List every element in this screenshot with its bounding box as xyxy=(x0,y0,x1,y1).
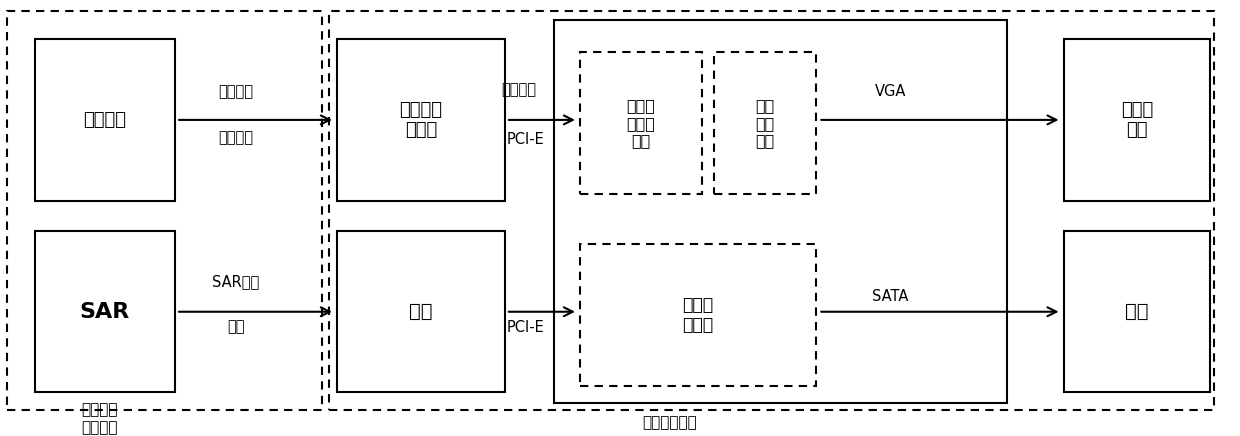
Text: 数字图像: 数字图像 xyxy=(501,82,536,97)
Bar xyxy=(580,52,702,194)
Bar xyxy=(329,11,1214,410)
Text: 网线: 网线 xyxy=(227,320,244,334)
Text: 综合显控装置: 综合显控装置 xyxy=(642,416,697,430)
Text: 液晶
显示
驱动: 液晶 显示 驱动 xyxy=(755,98,775,148)
Text: PCI-E: PCI-E xyxy=(507,132,544,147)
Bar xyxy=(35,39,175,201)
Text: PCI-E: PCI-E xyxy=(507,320,544,334)
Text: SAR图像: SAR图像 xyxy=(212,274,259,289)
Text: 液晶显
示屏: 液晶显 示屏 xyxy=(1121,101,1153,139)
Bar xyxy=(35,231,175,392)
Bar xyxy=(1064,231,1210,392)
Text: 模拟图像: 模拟图像 xyxy=(218,84,253,99)
Bar xyxy=(337,231,505,392)
Text: 网卡: 网卡 xyxy=(409,302,433,321)
Text: SAR: SAR xyxy=(79,302,130,322)
Text: 综合显
控软件: 综合显 控软件 xyxy=(682,296,714,334)
Text: 采集卡
驱动软
件包: 采集卡 驱动软 件包 xyxy=(626,98,656,148)
Text: SATA: SATA xyxy=(872,289,909,304)
Bar xyxy=(1064,39,1210,201)
Bar xyxy=(714,52,816,194)
Bar xyxy=(7,11,322,410)
Text: 多模复合
侦查系统: 多模复合 侦查系统 xyxy=(81,402,118,435)
Bar xyxy=(337,39,505,201)
Text: 光电系统: 光电系统 xyxy=(83,111,126,129)
Bar xyxy=(554,20,1007,403)
Text: 硬盘: 硬盘 xyxy=(1126,302,1148,321)
Bar xyxy=(580,244,816,386)
Text: VGA: VGA xyxy=(874,84,906,99)
Text: 模拟图像
采集卡: 模拟图像 采集卡 xyxy=(399,101,443,139)
Text: 同轴电缆: 同轴电缆 xyxy=(218,130,253,145)
